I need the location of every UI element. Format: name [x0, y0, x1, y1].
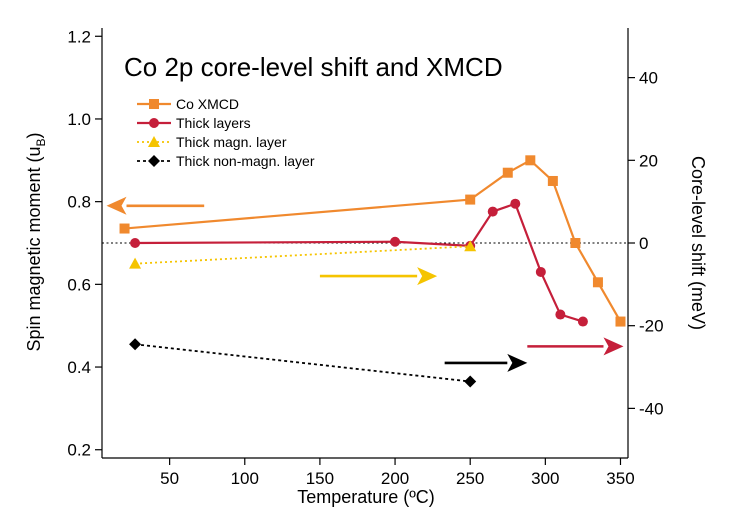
- y-tick-label: 0.6: [67, 275, 91, 294]
- annotation-arrow: [444, 353, 528, 372]
- series-line: [134, 343, 471, 383]
- y-tick-label: 1.0: [67, 110, 91, 129]
- series-thick-non-magn-layer: [129, 338, 477, 388]
- data-point-square: [615, 316, 626, 327]
- data-point-square: [149, 99, 159, 109]
- x-tick-label: 300: [531, 469, 559, 488]
- series-line: [135, 245, 471, 265]
- annotation-arrow: [319, 267, 438, 286]
- series-line: [135, 202, 584, 323]
- legend-entry: Co XMCD: [137, 96, 239, 112]
- y-axis-title: Spin magnetic moment (uB): [24, 132, 48, 351]
- data-point-circle: [555, 309, 566, 320]
- y-tick-label: 0.4: [67, 358, 91, 377]
- series-thick-layers: [130, 198, 588, 327]
- legend-label: Thick non-magn. layer: [176, 153, 315, 169]
- x-tick-label: 250: [456, 469, 484, 488]
- arrow-head: [507, 353, 528, 372]
- data-point-square: [570, 238, 581, 248]
- tick-layer: 50 100 150 200 250 300 3500.20.40.60.81.01.2-4…: [67, 27, 663, 488]
- y2-tick-label: -40: [639, 399, 664, 418]
- legend-entry: Thick non-magn. layer: [137, 153, 315, 169]
- legend-entry: Thick magn. layer: [137, 134, 287, 150]
- data-point-square: [525, 155, 536, 166]
- series-thick-magn-layer: [129, 240, 477, 269]
- series-line: [124, 158, 622, 323]
- y-tick-label: 1.2: [67, 27, 91, 46]
- y-tick-label: 0.8: [67, 193, 91, 212]
- y2-tick-label: -20: [639, 317, 664, 336]
- data-point-circle: [535, 266, 546, 277]
- data-point-circle: [510, 198, 521, 209]
- legend-label: Thick magn. layer: [176, 134, 287, 150]
- data-point-square: [592, 277, 603, 288]
- chart-title: Co 2p core-level shift and XMCD: [124, 52, 503, 82]
- annotation-arrows: [106, 196, 624, 372]
- data-point-diamond: [148, 155, 160, 167]
- legend: Co XMCD Thick layers Thick magn. layer Thic…: [137, 96, 315, 169]
- series-layer: [119, 155, 626, 388]
- y2-axis-title: Core-level shift (meV): [688, 156, 708, 330]
- y-axis-title-subscript: B: [34, 138, 48, 146]
- data-point-triangle: [129, 257, 142, 269]
- data-point-diamond: [129, 338, 142, 351]
- arrow-head: [417, 267, 438, 286]
- data-point-circle: [487, 206, 498, 217]
- y2-tick-label: 0: [639, 234, 648, 253]
- y2-tick-label: 40: [639, 69, 658, 88]
- x-tick-label: 100: [231, 469, 259, 488]
- data-point-diamond: [464, 375, 477, 388]
- arrow-head: [106, 196, 127, 215]
- data-point-square: [119, 223, 130, 234]
- x-tick-label: 200: [381, 469, 409, 488]
- y-axis-title-close: ): [24, 132, 44, 138]
- data-point-square: [547, 175, 558, 186]
- data-point-square: [465, 194, 476, 205]
- annotation-arrow: [106, 196, 205, 215]
- data-point-triangle: [148, 136, 160, 147]
- series-co-xmcd: [119, 155, 626, 327]
- data-point-circle: [130, 238, 141, 248]
- y2-tick-label: 20: [639, 151, 658, 170]
- x-axis-title: Temperature (ºC): [297, 487, 435, 507]
- data-point-square: [502, 167, 513, 178]
- data-point-circle: [390, 236, 401, 247]
- x-tick-label: 50: [160, 469, 179, 488]
- y-tick-label: 0.2: [67, 441, 91, 460]
- legend-label: Co XMCD: [176, 96, 239, 112]
- legend-entry: Thick layers: [137, 115, 251, 131]
- data-point-triangle: [464, 240, 477, 252]
- annotation-arrow: [527, 337, 624, 356]
- data-point-circle: [577, 316, 588, 327]
- y-axis-title-main: Spin magnetic moment (u: [24, 146, 44, 351]
- data-point-circle: [149, 118, 159, 128]
- arrow-head: [603, 337, 624, 356]
- x-tick-label: 150: [306, 469, 334, 488]
- x-tick-label: 350: [606, 469, 634, 488]
- legend-label: Thick layers: [176, 115, 251, 131]
